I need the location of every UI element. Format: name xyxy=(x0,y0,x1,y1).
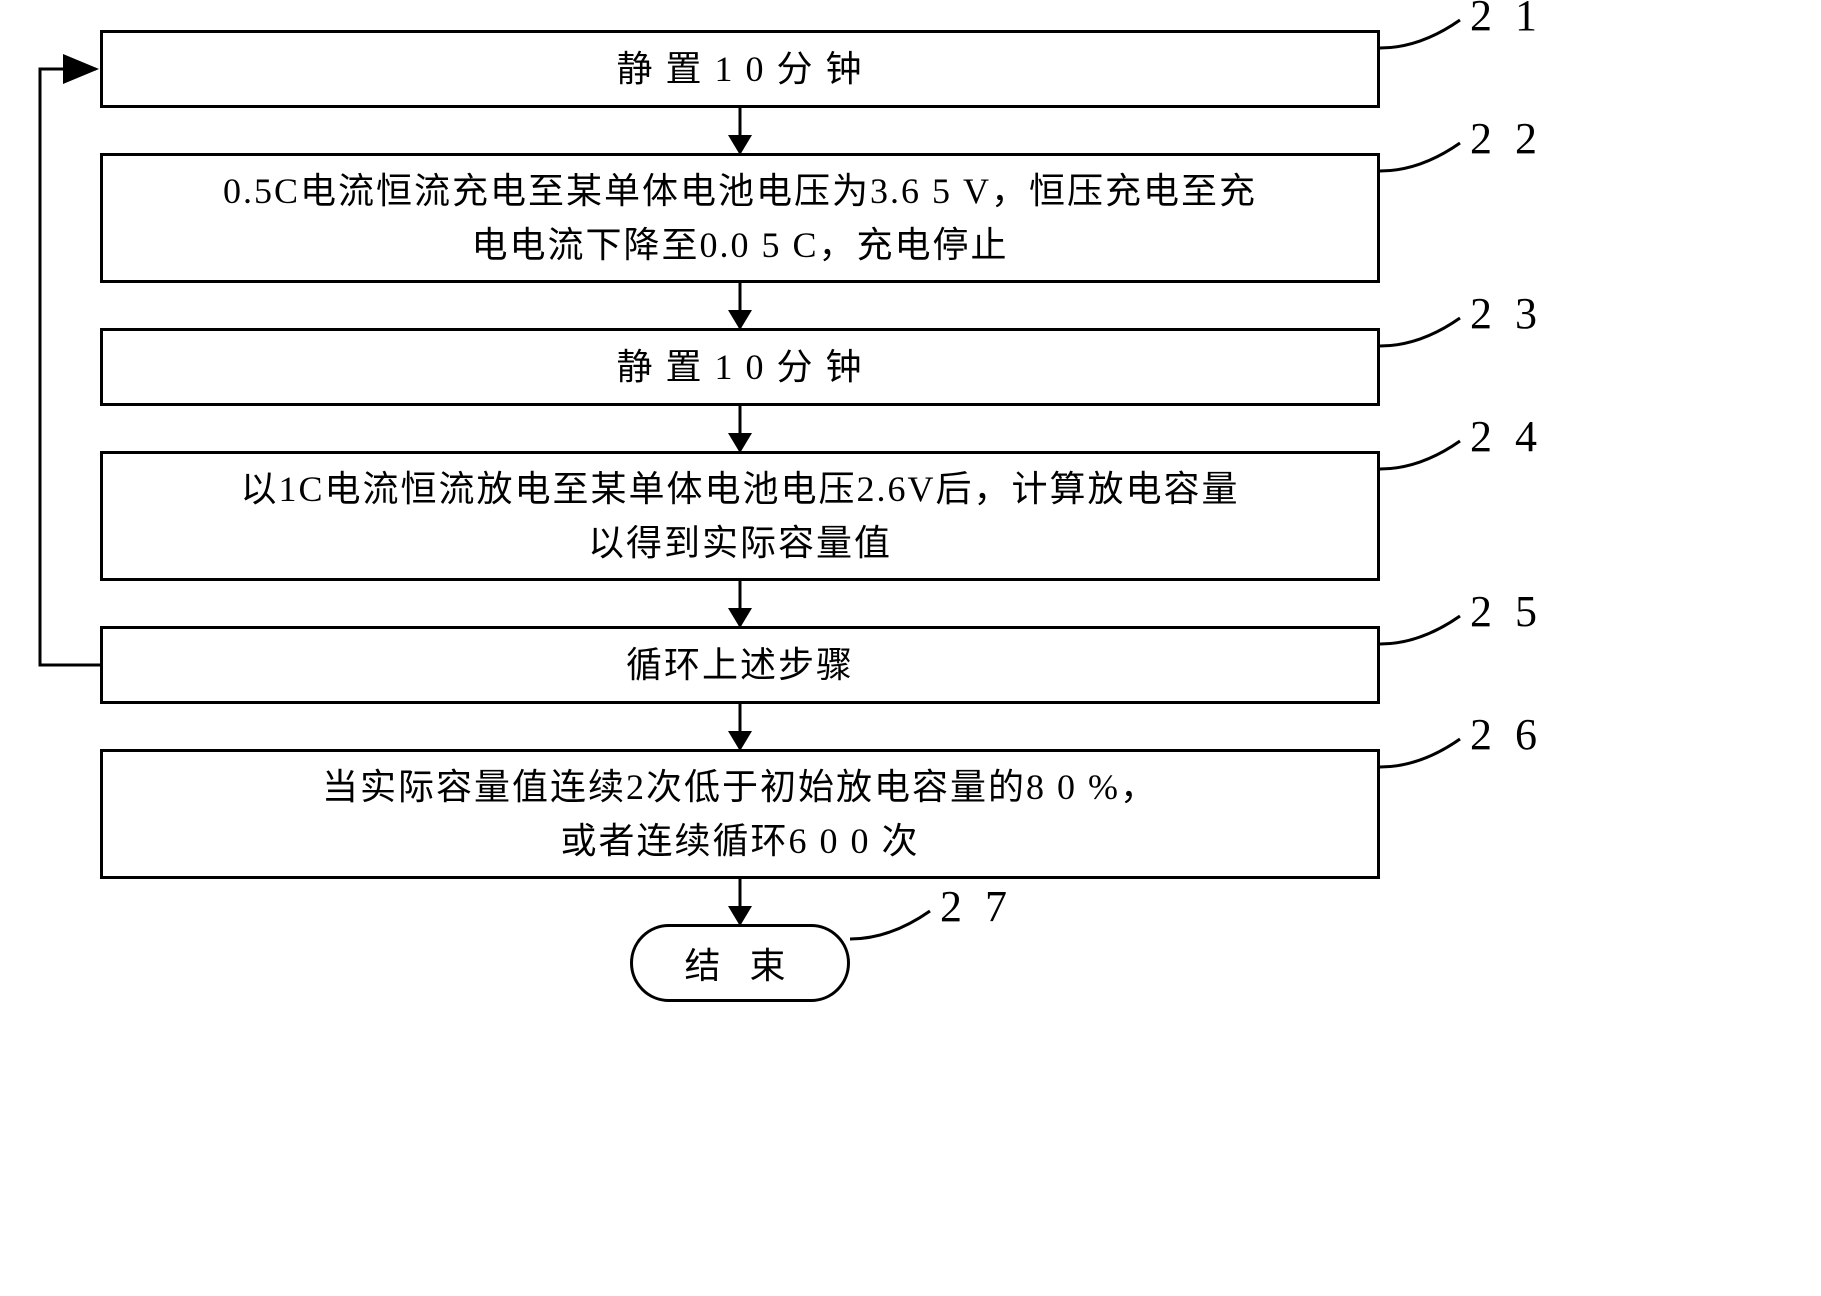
label-23: 2 3 xyxy=(1470,288,1543,339)
step-22-line2: 电电流下降至0.0 5 C，充电停止 xyxy=(471,218,1008,272)
step-24-discharge: 以1C电流恒流放电至某单体电池电压2.6V后，计算放电容量 以得到实际容量值 xyxy=(100,451,1380,581)
step-26-line1: 当实际容量值连续2次低于初始放电容量的8 0 %， xyxy=(322,760,1158,814)
step-27-end: 结 束 xyxy=(630,924,850,1002)
label-22: 2 2 xyxy=(1470,113,1543,164)
step-25-text: 循环上述步骤 xyxy=(626,638,854,692)
step-22-charge: 0.5C电流恒流充电至某单体电池电压为3.6 5 V，恒压充电至充 电电流下降至… xyxy=(100,153,1380,283)
step-26-condition: 当实际容量值连续2次低于初始放电容量的8 0 %， 或者连续循环6 0 0 次 xyxy=(100,749,1380,879)
step-23-rest: 静 置 1 0 分 钟 xyxy=(100,328,1380,406)
step-22-line1: 0.5C电流恒流充电至某单体电池电压为3.6 5 V，恒压充电至充 xyxy=(223,164,1257,218)
step-26-line2: 或者连续循环6 0 0 次 xyxy=(560,814,919,868)
step-27-text: 结 束 xyxy=(684,937,795,989)
label-27: 2 7 xyxy=(940,881,1013,932)
flowchart-container: 静 置 1 0 分 钟 0.5C电流恒流充电至某单体电池电压为3.6 5 V，恒… xyxy=(100,30,1380,1002)
step-24-line1: 以1C电流恒流放电至某单体电池电压2.6V后，计算放电容量 xyxy=(240,462,1239,516)
label-24: 2 4 xyxy=(1470,411,1543,462)
step-21-text: 静 置 1 0 分 钟 xyxy=(616,42,863,96)
label-25: 2 5 xyxy=(1470,586,1543,637)
label-21: 2 1 xyxy=(1470,0,1543,41)
step-25-loop: 循环上述步骤 xyxy=(100,626,1380,704)
step-21-rest: 静 置 1 0 分 钟 xyxy=(100,30,1380,108)
label-26: 2 6 xyxy=(1470,709,1543,760)
step-23-text: 静 置 1 0 分 钟 xyxy=(616,340,863,394)
step-24-line2: 以得到实际容量值 xyxy=(588,516,892,570)
